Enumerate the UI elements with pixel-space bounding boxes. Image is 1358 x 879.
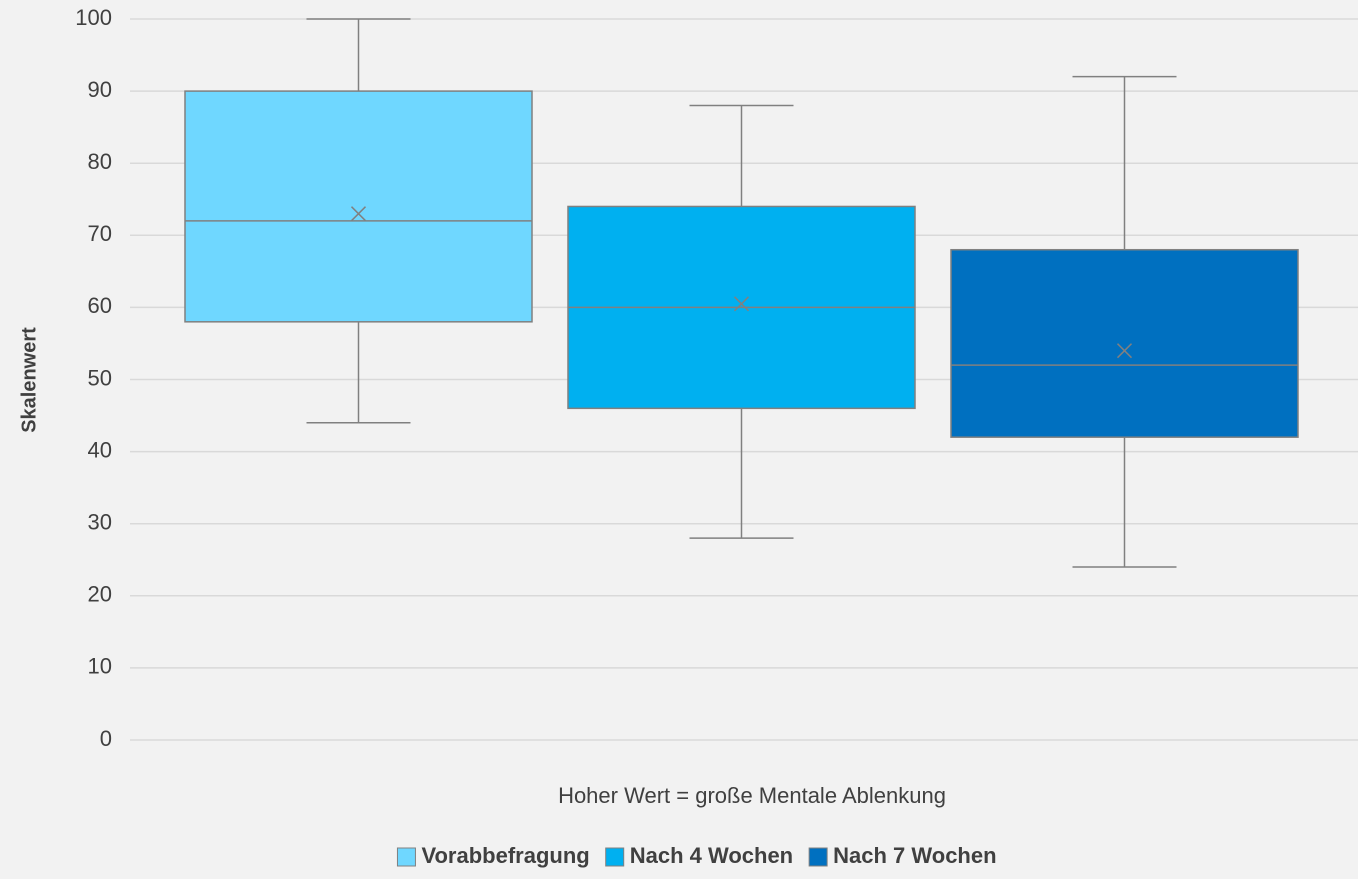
- legend-swatch: [605, 847, 625, 867]
- mean-marker: [1116, 343, 1133, 359]
- y-tick-label: 100: [75, 5, 112, 30]
- y-tick-label: 40: [88, 437, 112, 462]
- box: [184, 90, 533, 323]
- legend-swatch: [396, 847, 416, 867]
- y-tick-label: 70: [88, 221, 112, 246]
- y-tick-label: 20: [88, 582, 112, 607]
- y-tick-label: 80: [88, 149, 112, 174]
- mean-marker: [350, 206, 367, 222]
- y-tick-label: 60: [88, 293, 112, 318]
- legend-label: Nach 7 Wochen: [833, 843, 996, 868]
- legend-label: Nach 4 Wochen: [630, 843, 793, 868]
- y-tick-label: 50: [88, 365, 112, 390]
- y-tick-label: 30: [88, 510, 112, 535]
- legend: Vorabbefragung Nach 4 Wochen Nach 7 Wochen: [396, 843, 997, 868]
- legend-label: Vorabbefragung: [421, 843, 589, 868]
- y-tick-label: 0: [100, 726, 112, 751]
- x-axis-title: Hoher Wert = große Mentale Ablenkung: [558, 783, 946, 808]
- mean-marker: [733, 296, 750, 312]
- y-tick-label: 10: [88, 654, 112, 679]
- legend-swatch: [808, 847, 828, 867]
- y-tick-label: 90: [88, 77, 112, 102]
- y-axis-title: Skalenwert: [18, 327, 40, 433]
- box: [950, 248, 1299, 438]
